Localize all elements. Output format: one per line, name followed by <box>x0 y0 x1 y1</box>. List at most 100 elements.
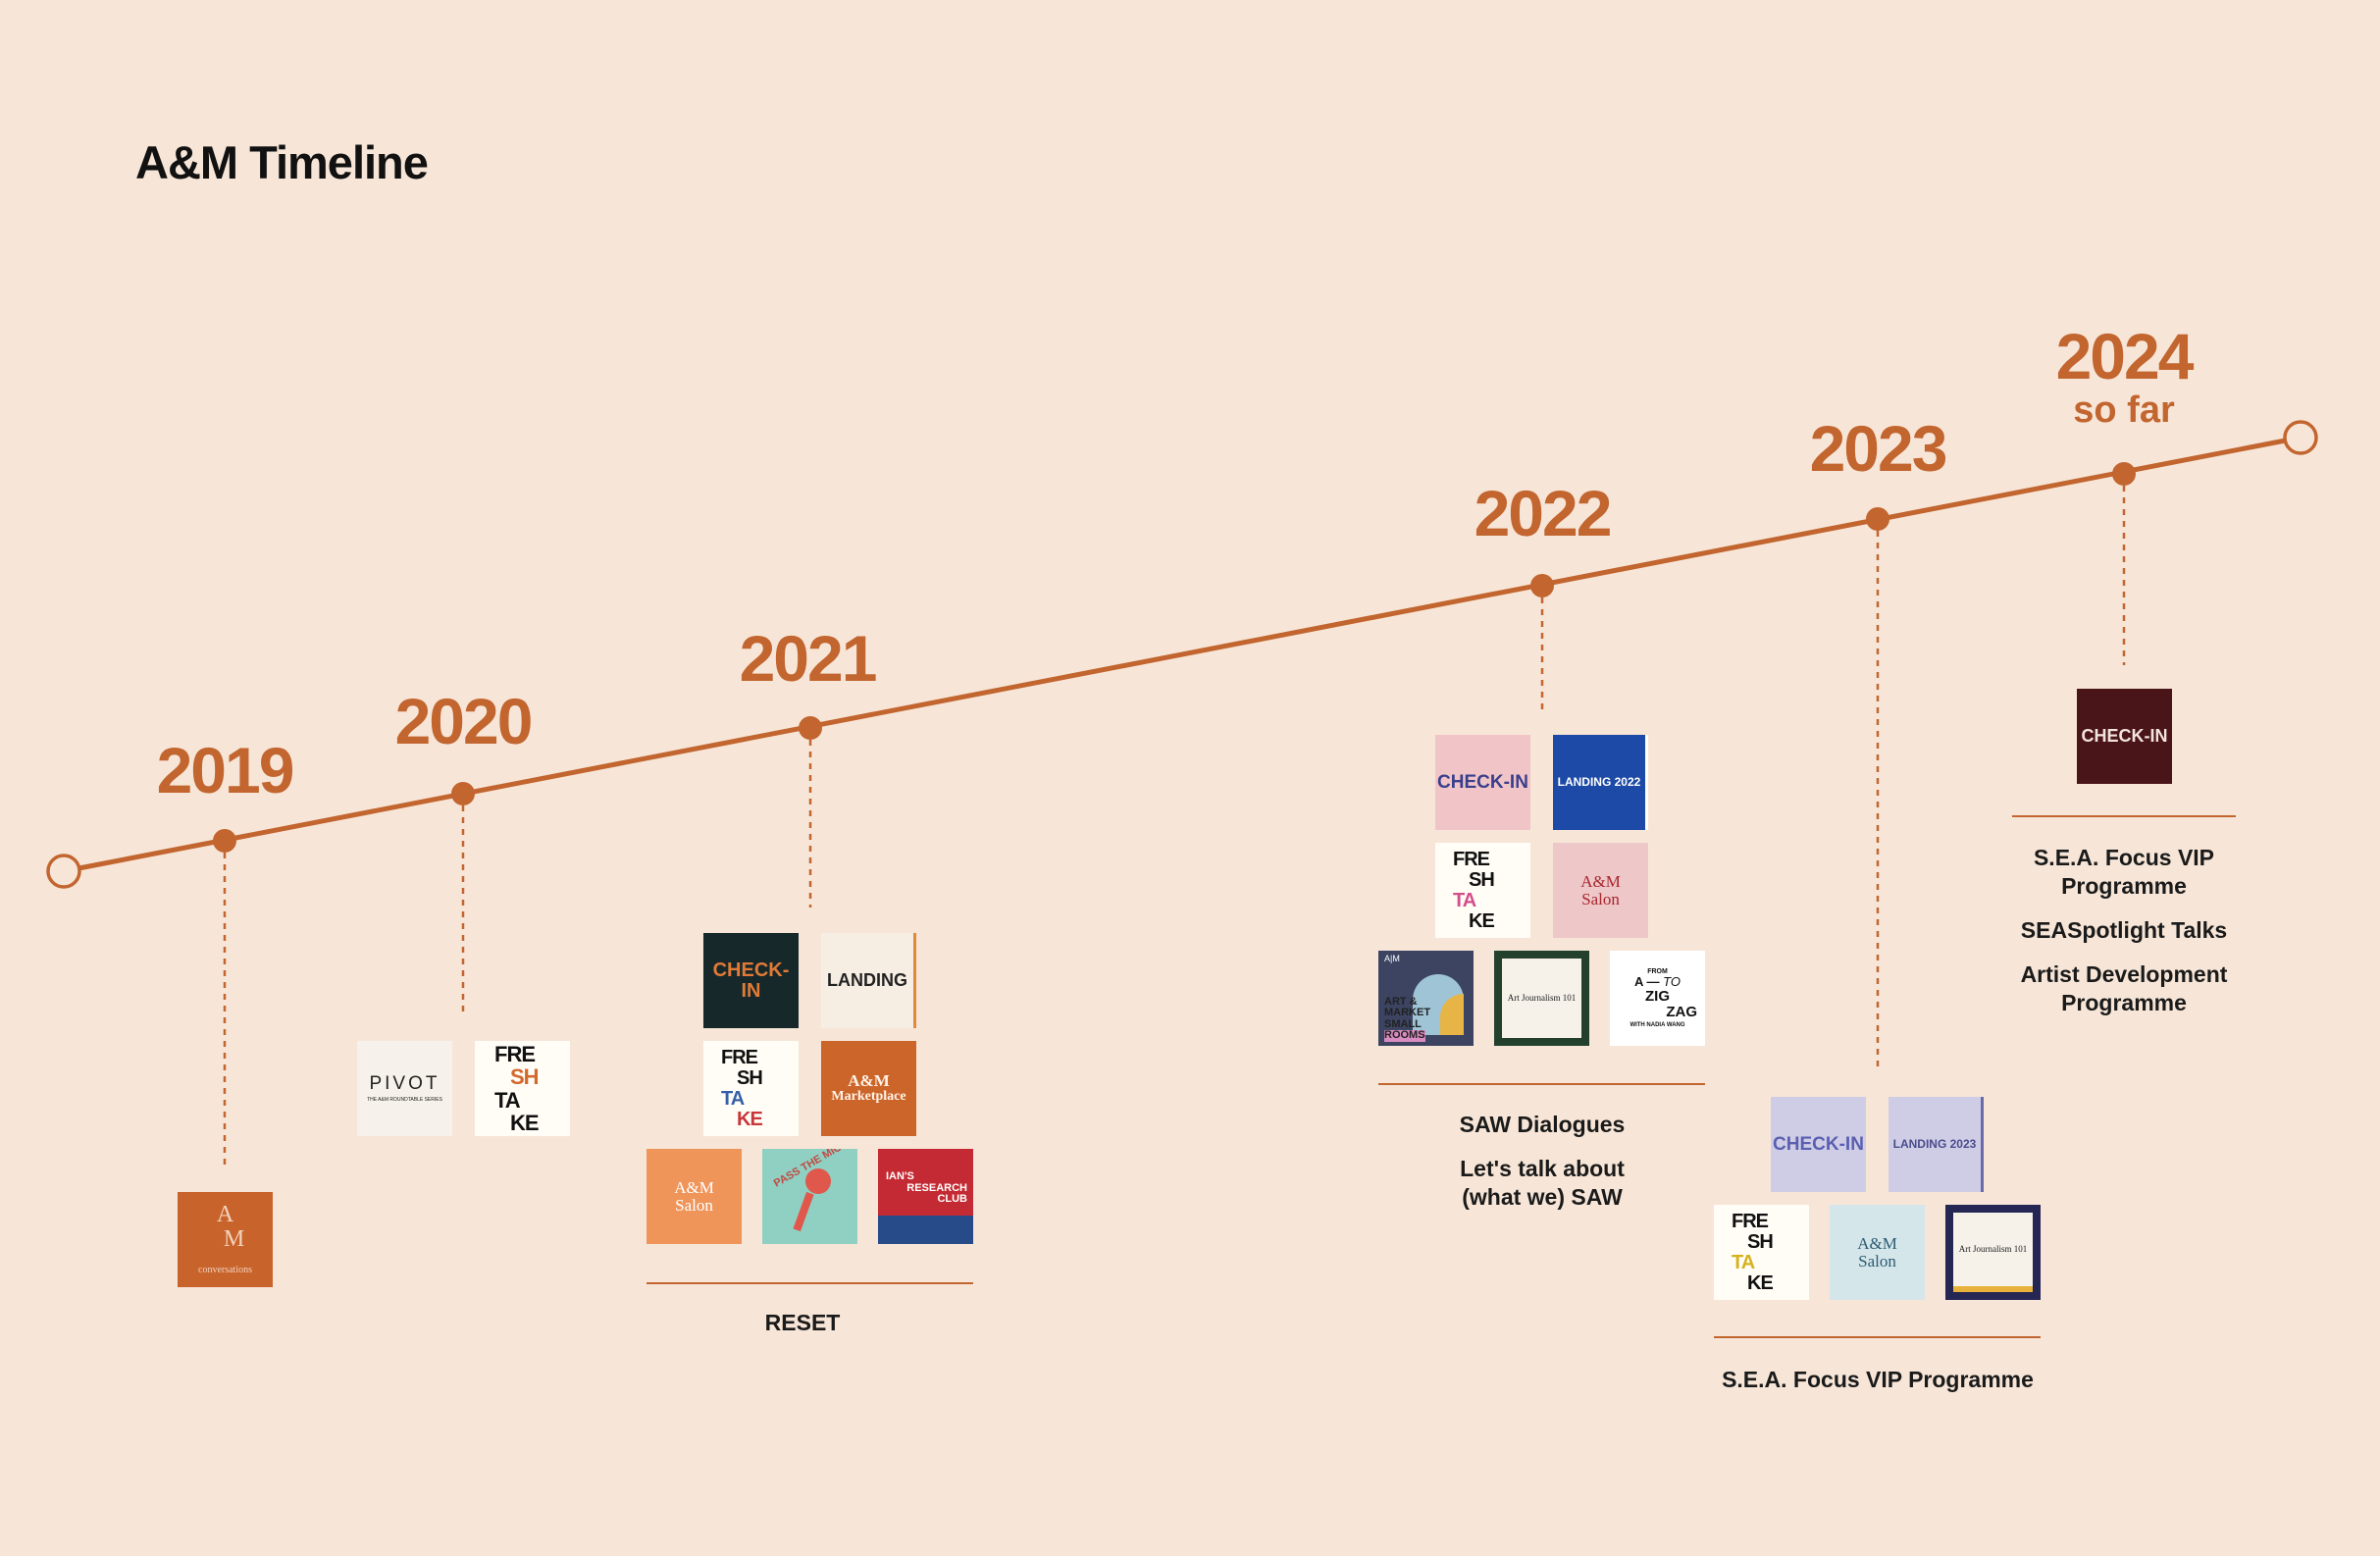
caption-2022: SAW Dialogues Let's talk about (what we)… <box>1444 1111 1640 1227</box>
tile-zigzag-l6: WITH NADIA WANG <box>1630 1021 1685 1028</box>
milestone-dot-2024 <box>2112 462 2136 486</box>
rule-2024 <box>2012 815 2236 817</box>
tile-a-to-zig-zag: FROM A — TO ZIG ZAG WITH NADIA WANG <box>1610 951 1705 1046</box>
tile-artmarket-l2: MARKET <box>1384 1007 1431 1019</box>
tile-check-in-2023: CHECK-IN <box>1771 1097 1866 1192</box>
timeline-line <box>63 435 2302 874</box>
tile-salon-2023: A&M Salon <box>1830 1205 1925 1300</box>
caption-2022-item-2: Let's talk about (what we) SAW <box>1460 1156 1625 1210</box>
milestone-dot-2021 <box>799 716 822 740</box>
tile-pass-the-mic: PASS THE MIC <box>762 1149 857 1244</box>
tile-landing-2022: LANDING 2022 <box>1553 735 1648 830</box>
tile-zigzag-l3: TO <box>1663 974 1681 990</box>
tile-check-in-2021: CHECK-IN <box>703 933 799 1028</box>
caption-2024-item-3: Artist Development Programme <box>2020 961 2228 1015</box>
timeline-start-node <box>46 854 81 889</box>
tile-check-in-2022: CHECK-IN <box>1435 735 1530 830</box>
caption-2023-item: S.E.A. Focus VIP Programme <box>1722 1367 2034 1392</box>
tile-check-in-2024: CHECK-IN <box>2077 689 2172 784</box>
milestone-dot-2023 <box>1866 507 1889 531</box>
tile-fresh-take-l3: TA <box>1453 889 1476 911</box>
year-label-2021: 2021 <box>739 622 878 695</box>
tile-am-line2: M <box>223 1226 245 1253</box>
tile-pivot-title: PIVOT <box>369 1072 440 1094</box>
tile-salon-l2: Salon <box>1858 1251 1896 1271</box>
caption-2024-item-1: S.E.A. Focus VIP Programme <box>2033 845 2215 899</box>
caption-2022-item-1: SAW Dialogues <box>1459 1112 1626 1137</box>
page-title: A&M Timeline <box>135 136 429 188</box>
tile-am-line1: A <box>216 1202 234 1228</box>
tile-salon-l2: Salon <box>1581 889 1620 908</box>
tile-research-l1: IAN'S <box>886 1170 914 1183</box>
tile-salon-2022: A&M Salon <box>1553 843 1648 938</box>
tile-research-l2: RESEARCH <box>906 1181 967 1194</box>
milestone-dot-2022 <box>1530 574 1554 597</box>
tile-artmarket-l3: SMALL <box>1384 1017 1422 1030</box>
tile-fresh-take-l3: TA <box>721 1087 745 1110</box>
mic-icon <box>805 1168 831 1194</box>
tile-marketplace-l1: A&M <box>848 1071 890 1091</box>
tile-fresh-take-l4: KE <box>510 1110 540 1135</box>
milestone-dot-2019 <box>213 829 236 853</box>
tile-salon-l2: Salon <box>675 1195 713 1215</box>
mic-handle <box>793 1191 814 1232</box>
tile-am-conversations: A M conversations <box>178 1192 273 1287</box>
year-label-2023: 2023 <box>1809 412 1948 485</box>
tile-fresh-take-l2: SH <box>510 1064 540 1090</box>
tile-art-journalism-label: Art Journalism 101 <box>1502 959 1581 1038</box>
tile-fresh-take-2021: FRE SH TA KE <box>703 1041 799 1136</box>
tile-pivot-small: THE A&M ROUNDTABLE SERIES <box>367 1096 442 1103</box>
tile-salon-l1: A&M <box>1580 871 1621 891</box>
tile-fresh-take-l2: SH <box>1469 868 1495 891</box>
tile-fresh-take-l2: SH <box>737 1066 763 1089</box>
tile-marketplace: A&M Marketplace <box>821 1041 916 1136</box>
tile-zigzag-l4: ZIG <box>1645 988 1670 1006</box>
rule-2021 <box>647 1282 973 1284</box>
tile-art-journalism-2023: Art Journalism 101 <box>1945 1205 2041 1300</box>
tile-fresh-take-2022: FRE SH TA KE <box>1435 843 1530 938</box>
tile-art-market-small-rooms: A|M ART & MARKET SMALL ROOMS <box>1378 951 1474 1046</box>
tile-art-journalism-2022: Art Journalism 101 <box>1494 951 1589 1046</box>
caption-2021: RESET <box>765 1309 841 1353</box>
tile-fresh-take-l2: SH <box>1747 1230 1774 1253</box>
tile-zigzag-row1: A — TO <box>1634 974 1681 990</box>
tile-fresh-take-l3: TA <box>494 1087 521 1113</box>
year-label-2024: 2024 <box>2055 320 2195 392</box>
tile-pivot: PIVOT THE A&M ROUNDTABLE SERIES <box>357 1041 452 1136</box>
tile-fresh-take-2023: FRE SH TA KE <box>1714 1205 1809 1300</box>
caption-2023: S.E.A. Focus VIP Programme <box>1722 1366 2034 1410</box>
year-label-2022: 2022 <box>1474 477 1613 549</box>
year-sublabel-2024: so far <box>2073 389 2175 431</box>
tile-landing-2021: LANDING <box>821 933 916 1028</box>
tile-marketplace-l2: Marketplace <box>831 1089 906 1105</box>
tile-fresh-take-l4: KE <box>1469 909 1495 932</box>
tile-fresh-take-l1: FRE <box>494 1042 536 1067</box>
rule-2022 <box>1378 1083 1705 1085</box>
tile-research-club: IAN'S RESEARCH CLUB <box>878 1149 973 1244</box>
caption-2021-item: RESET <box>764 1310 841 1335</box>
tile-salon-2021: A&M Salon <box>647 1149 742 1244</box>
tile-salon-l1: A&M <box>1857 1233 1897 1253</box>
caption-2024: S.E.A. Focus VIP Programme SEASpotlight … <box>2006 844 2242 1033</box>
tile-fresh-take-l3: TA <box>1732 1251 1755 1273</box>
tile-artmarket-l1: ART & <box>1384 995 1418 1008</box>
tile-research-l3: CLUB <box>937 1193 967 1206</box>
year-label-2020: 2020 <box>394 685 534 757</box>
tile-art-journalism-label: Art Journalism 101 <box>1953 1213 2033 1292</box>
tile-salon-l1: A&M <box>674 1177 714 1197</box>
tile-fresh-take-l1: FRE <box>1453 848 1490 870</box>
timeline-end-node <box>2283 420 2318 455</box>
tile-fresh-take-l4: KE <box>1747 1271 1774 1294</box>
tile-artmarket-mark: A|M <box>1384 954 1400 963</box>
tile-zigzag-l5: ZAG <box>1666 1003 1697 1020</box>
tile-fresh-take-l4: KE <box>737 1108 763 1130</box>
tile-zigzag-l1: FROM <box>1647 968 1668 976</box>
tile-fresh-take-l1: FRE <box>1732 1210 1769 1232</box>
tile-am-caption: conversations <box>198 1265 252 1276</box>
tile-landing-2023: LANDING 2023 <box>1888 1097 1984 1192</box>
tile-fresh-take-2020: FRE SH TA KE <box>475 1041 570 1136</box>
tile-zigzag-l2: A <box>1634 974 1643 990</box>
rule-2023 <box>1714 1336 2041 1338</box>
tile-fresh-take-l1: FRE <box>721 1046 758 1068</box>
